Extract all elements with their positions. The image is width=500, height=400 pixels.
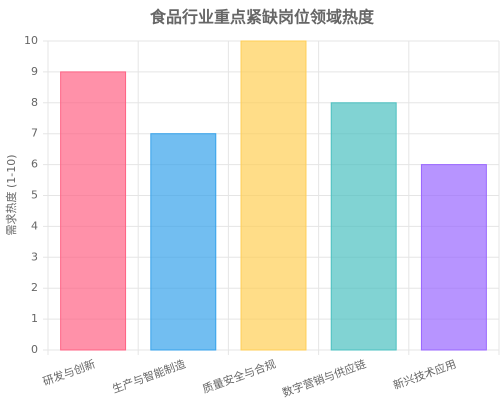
bar bbox=[150, 133, 217, 351]
y-tick-label: 2 bbox=[31, 281, 38, 294]
y-tick-label: 1 bbox=[31, 312, 38, 325]
y-tick-label: 3 bbox=[31, 250, 38, 263]
bar bbox=[60, 71, 127, 351]
bar bbox=[330, 102, 397, 351]
y-tick-label: 5 bbox=[31, 189, 38, 202]
y-tick-label: 9 bbox=[31, 65, 38, 78]
bar bbox=[240, 40, 307, 351]
bar bbox=[420, 164, 487, 351]
y-tick-label: 10 bbox=[24, 34, 38, 47]
chart-title: 食品行业重点紧缺岗位领域热度 bbox=[149, 8, 375, 27]
x-tick-label: 质量安全与合规 bbox=[200, 356, 277, 395]
y-tick-label: 0 bbox=[31, 343, 38, 356]
y-tick-label: 6 bbox=[31, 158, 38, 171]
x-tick-label: 数字营销与供应链 bbox=[280, 356, 367, 399]
x-tick-label: 研发与创新 bbox=[41, 356, 97, 388]
y-tick-label: 4 bbox=[31, 219, 38, 232]
y-tick-label: 8 bbox=[31, 96, 38, 109]
y-tick-label: 7 bbox=[31, 127, 38, 140]
x-tick-label: 生产与智能制造 bbox=[110, 356, 187, 395]
y-axis-label: 需求热度 (1-10) bbox=[4, 154, 18, 235]
x-tick-label: 新兴技术应用 bbox=[391, 356, 458, 392]
